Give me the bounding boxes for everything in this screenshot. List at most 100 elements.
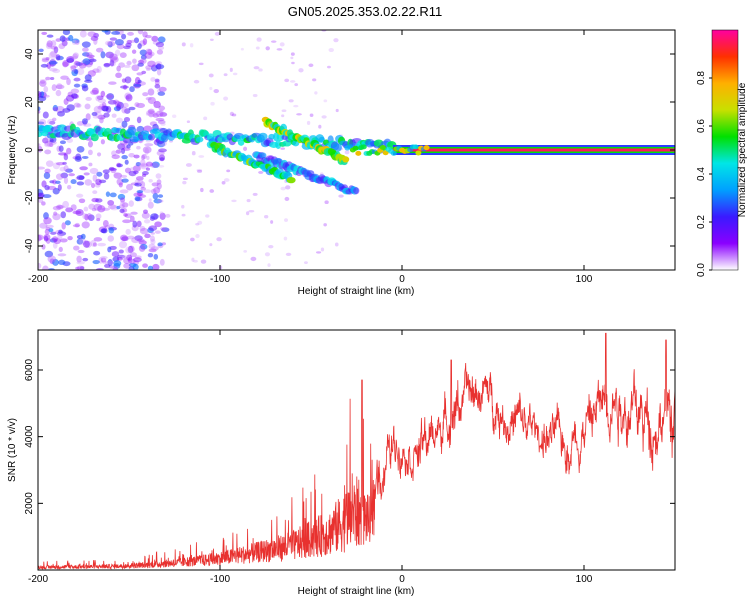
spectrogram-blob (152, 192, 159, 200)
spectrogram-blob (55, 173, 64, 180)
spectrogram-blob (52, 187, 60, 195)
spectrogram-blob (65, 94, 75, 102)
spectrogram-blob (55, 54, 61, 61)
spectrogram-blob (185, 163, 192, 167)
spectrogram-blob (303, 261, 308, 265)
spectrogram-blob (85, 96, 92, 102)
spectrogram-blob (144, 143, 154, 147)
spectrogram-blob (93, 105, 103, 114)
spectrogram-blob (229, 111, 235, 117)
spectrogram-blob (150, 246, 159, 251)
chart-title: GN05.2025.353.02.22.R11 (288, 4, 442, 19)
spectrogram-blob (125, 95, 130, 100)
spectrogram-blob (275, 140, 282, 149)
spectrogram-blob (78, 62, 87, 69)
spectrogram-blob (84, 103, 91, 110)
snr-series-line (37, 332, 676, 571)
spectrogram-blob (145, 161, 153, 167)
spectrogram-blob (137, 43, 142, 49)
spectrogram-blob (88, 162, 93, 167)
spectrogram-blob (66, 147, 72, 155)
spectrogram-blob (281, 109, 287, 113)
spectrogram-blob (140, 186, 147, 191)
spectrogram-blob (142, 171, 149, 176)
spectrogram-blob (45, 42, 53, 50)
spectrogram-blob (157, 36, 166, 43)
spectrogram-blob (116, 117, 123, 124)
spectrogram-blob (63, 98, 69, 106)
spectrogram-blob (105, 191, 111, 197)
spectrogram-blob (140, 54, 147, 60)
spectrogram-blob (327, 65, 331, 69)
spectrogram-blob (214, 31, 220, 36)
spectrogram-blob (84, 179, 93, 186)
spectrogram-blob (62, 61, 69, 68)
spectrogram-blob (50, 40, 57, 47)
spectrogram-blob (96, 171, 103, 177)
spectrogram-blob (139, 58, 147, 64)
spectrogram-blob (39, 78, 48, 83)
spectrogram-blob (92, 259, 100, 265)
spectrogram-blob (253, 66, 260, 70)
spectrogram-blob (144, 233, 151, 239)
spectrogram-blob (59, 140, 66, 145)
spectrogram-blob (148, 112, 154, 118)
spectrogram-blob (52, 68, 61, 74)
spectrogram-blob (270, 220, 274, 224)
spectrogram-blob (101, 207, 110, 211)
colorbar-ticks: 0.0 0.2 0.4 0.6 0.8 (696, 71, 712, 277)
spectrogram-blob (107, 246, 112, 253)
spectrogram-blob (49, 238, 58, 243)
spectrogram-blob (240, 47, 244, 51)
spectrogram-blob (118, 249, 124, 254)
spectrogram-blob (73, 102, 81, 108)
spectrogram-blob (205, 214, 210, 218)
spectrogram-blob (38, 106, 41, 111)
spectrogram-blob (137, 79, 142, 84)
spectrogram-blob (52, 242, 58, 249)
spectrogram-blob (126, 144, 131, 149)
spectrogram-blob (70, 88, 80, 94)
spectrogram-blob (123, 263, 132, 269)
spectrogram-blob (53, 46, 59, 54)
colorbar-gradient (711, 29, 739, 271)
spectrogram-blob (108, 81, 117, 85)
spectrogram-blob (342, 156, 350, 163)
spectrogram-blob (40, 63, 49, 68)
spectrogram-blob (91, 207, 97, 212)
spectrogram-blob (155, 61, 162, 65)
spectrogram-blob (49, 180, 55, 184)
spectrogram-xtick-label: 0 (399, 274, 405, 285)
spectrogram-blob (197, 169, 203, 173)
spectrogram-blob (70, 179, 77, 185)
spectrogram-blob (123, 257, 131, 265)
spectrogram-blob (83, 172, 90, 176)
spectrogram-blob (115, 149, 122, 154)
spectrogram-blob (45, 56, 50, 61)
spectrogram-blob (119, 189, 129, 194)
spectrogram-blob (231, 113, 237, 117)
spectrogram-blob (43, 233, 51, 241)
spectrogram-blob (124, 108, 131, 114)
spectrogram-blob (390, 150, 397, 156)
spectrogram-blob (109, 53, 118, 61)
spectrogram-blob (92, 242, 97, 247)
spectrogram-blob (63, 152, 68, 157)
spectrogram-blob (126, 60, 132, 66)
spectrogram-blob (38, 95, 47, 102)
spectrogram-blob (82, 58, 91, 65)
spectrogram-blob (145, 112, 150, 116)
spectrogram-blob (153, 253, 159, 260)
spectrogram-blob (155, 41, 165, 48)
spectrogram-blob (151, 182, 159, 187)
spectrogram-blob (97, 105, 104, 110)
spectrogram-blob (55, 38, 62, 42)
spectrogram-blob (152, 263, 160, 270)
spectrogram-blob (60, 172, 69, 179)
spectrogram-blob (138, 163, 148, 168)
spectrogram-blob (154, 83, 161, 89)
spectrogram-xtick-label: -100 (210, 274, 230, 285)
spectrogram-blob (154, 221, 162, 228)
spectrogram-blob (103, 63, 111, 68)
spectrogram-blob (86, 212, 92, 221)
